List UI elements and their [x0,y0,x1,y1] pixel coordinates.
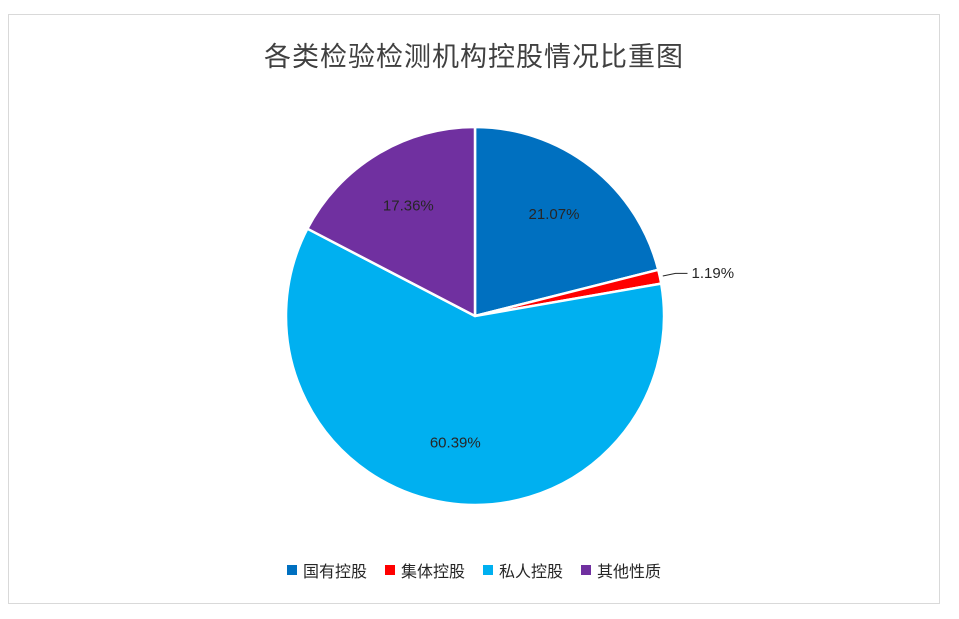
legend-swatch [384,565,395,575]
pie-labels: 21.07% 1.19% 60.39% 17.36% [383,198,734,452]
pie-slice [306,125,477,318]
pie-chart: 21.07% 1.19% 60.39% 17.36% [284,125,734,507]
legend-item: 集体控股 [384,558,465,582]
legend-swatch [483,565,493,575]
legend-label: 国有控股 [302,562,367,581]
data-label: 17.36% [383,198,434,215]
chart-title: 各类检验检测机构控股情况比重图 [264,42,684,73]
leader-line [662,272,688,277]
legend-item: 私人控股 [483,558,563,582]
legend-item: 国有控股 [286,558,367,582]
pie-slice [473,125,660,318]
data-label: 60.39% [430,435,481,452]
legend-label: 私人控股 [499,562,564,581]
data-label: 21.07% [529,206,580,223]
legend-label: 其他性质 [597,562,662,581]
legend-swatch [286,565,297,575]
pie-slice [284,227,666,507]
legend-label: 集体控股 [400,562,465,581]
legend: 国有控股 集体控股 私人控股 其他性质 [9,558,939,582]
legend-item: 其他性质 [581,558,661,582]
pie-slices [284,125,666,507]
chart-frame: 各类检验检测机构控股情况比重图 21.07% 1.19% 60.39% 17.36% … [8,14,940,604]
data-label: 1.19% [692,265,735,282]
legend-swatch [581,565,592,575]
